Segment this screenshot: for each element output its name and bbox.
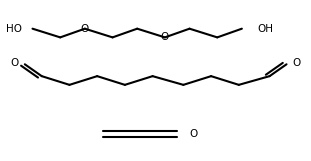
Text: O: O [189,129,198,139]
Text: O: O [161,32,169,42]
Text: O: O [11,58,19,68]
Text: HO: HO [6,24,22,34]
Text: OH: OH [257,24,273,34]
Text: O: O [81,24,89,34]
Text: O: O [292,58,300,68]
